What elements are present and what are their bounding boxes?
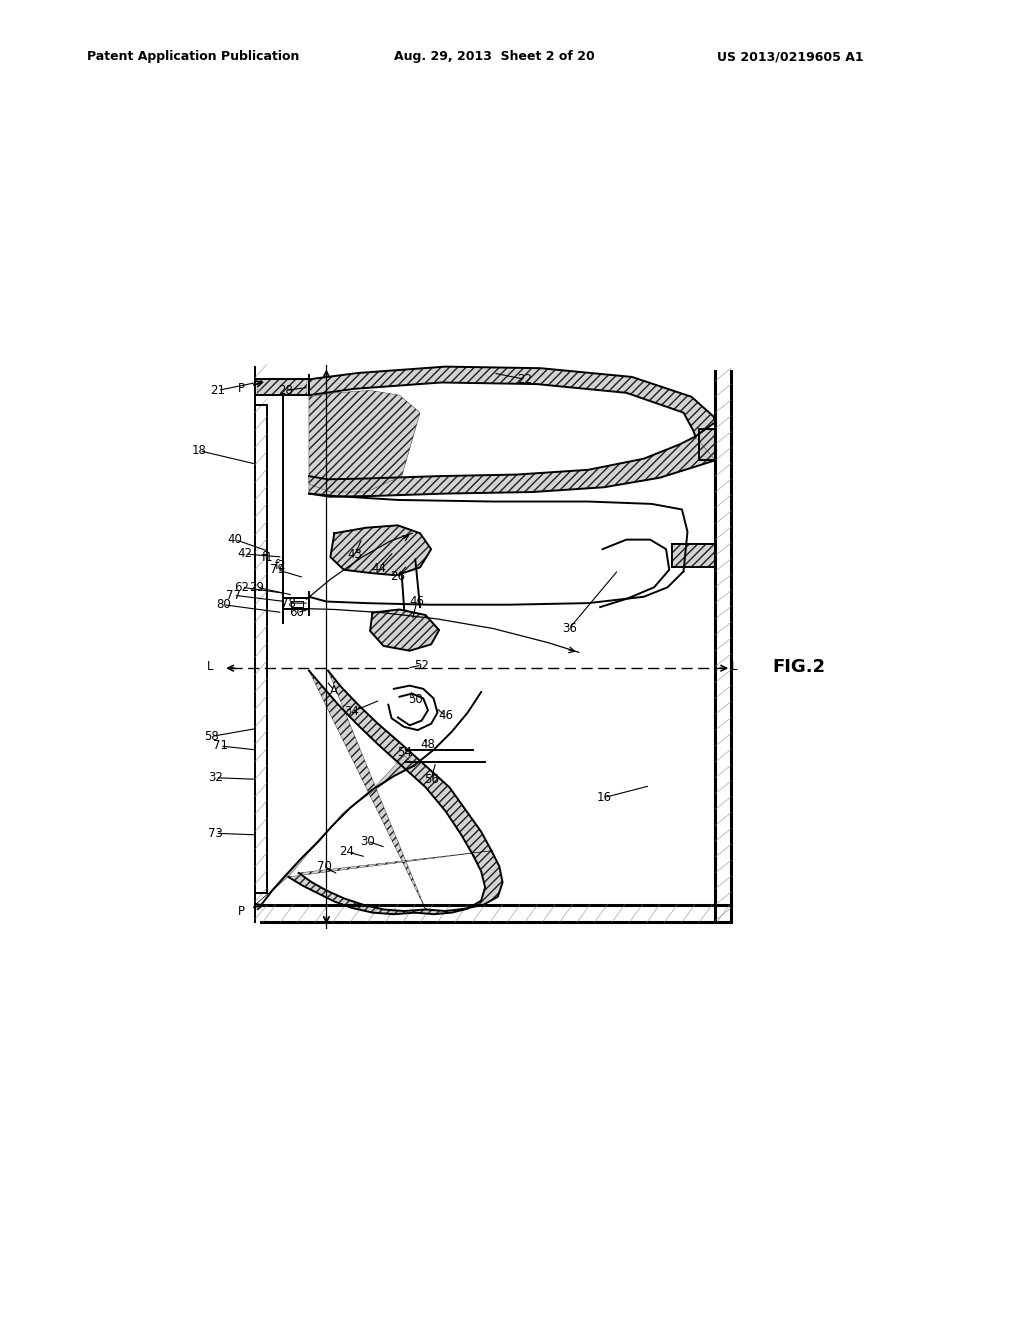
Text: 46: 46 xyxy=(410,595,424,609)
Text: 62: 62 xyxy=(234,581,249,594)
Text: 34: 34 xyxy=(344,705,359,718)
Text: 30: 30 xyxy=(360,834,375,847)
Polygon shape xyxy=(255,755,416,904)
Text: Aug. 29, 2013  Sheet 2 of 20: Aug. 29, 2013 Sheet 2 of 20 xyxy=(394,50,595,63)
Text: 79: 79 xyxy=(269,564,285,577)
Text: 43: 43 xyxy=(347,548,362,561)
Text: 40: 40 xyxy=(227,533,243,546)
Text: 36: 36 xyxy=(562,622,577,635)
Text: P: P xyxy=(238,904,245,917)
Text: A: A xyxy=(331,684,338,697)
Polygon shape xyxy=(257,379,307,395)
Text: 56: 56 xyxy=(424,772,438,785)
Text: 71: 71 xyxy=(213,739,227,752)
Text: L: L xyxy=(731,660,737,673)
Text: 24: 24 xyxy=(339,845,353,858)
Text: 60: 60 xyxy=(290,606,304,619)
Text: 22: 22 xyxy=(517,372,532,385)
Polygon shape xyxy=(309,437,715,496)
Text: 48: 48 xyxy=(421,738,435,751)
Text: 77: 77 xyxy=(226,589,241,602)
Text: 21: 21 xyxy=(210,384,225,397)
Polygon shape xyxy=(370,610,439,651)
Polygon shape xyxy=(309,391,420,492)
Text: 46: 46 xyxy=(438,709,453,722)
Polygon shape xyxy=(699,429,715,461)
Text: 78: 78 xyxy=(281,597,296,610)
Text: 26: 26 xyxy=(390,570,406,582)
Polygon shape xyxy=(309,367,715,437)
Text: P: P xyxy=(238,383,245,396)
Text: 70: 70 xyxy=(317,861,332,873)
Text: 58: 58 xyxy=(204,730,219,743)
Text: US 2013/0219605 A1: US 2013/0219605 A1 xyxy=(717,50,863,63)
Text: 16: 16 xyxy=(597,791,611,804)
Polygon shape xyxy=(289,671,503,915)
Text: 50: 50 xyxy=(408,693,423,706)
Text: 32: 32 xyxy=(208,771,223,784)
Text: FIG.2: FIG.2 xyxy=(772,657,825,676)
Text: 29: 29 xyxy=(249,581,264,594)
Text: 28: 28 xyxy=(278,384,293,397)
Text: 80: 80 xyxy=(216,598,230,611)
Polygon shape xyxy=(331,525,431,576)
Text: 44: 44 xyxy=(372,562,386,574)
Text: f2: f2 xyxy=(274,558,286,572)
Text: f1: f1 xyxy=(262,550,273,564)
Text: 73: 73 xyxy=(208,826,223,840)
Text: L: L xyxy=(207,660,213,673)
Text: 52: 52 xyxy=(414,659,429,672)
Text: 54: 54 xyxy=(396,746,412,759)
Text: 18: 18 xyxy=(191,445,207,457)
Polygon shape xyxy=(672,544,715,568)
Text: Patent Application Publication: Patent Application Publication xyxy=(87,50,299,63)
Text: 42: 42 xyxy=(238,548,252,561)
